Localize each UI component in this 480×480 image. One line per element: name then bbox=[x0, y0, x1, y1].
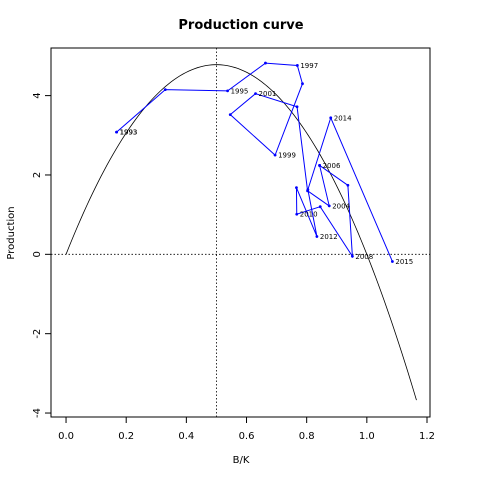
point-label: 2010 bbox=[300, 211, 318, 219]
data-point bbox=[318, 205, 322, 209]
x-tick-label: 0.4 bbox=[178, 431, 194, 442]
y-axis-label: Production bbox=[6, 206, 17, 259]
y-tick-label: 2 bbox=[32, 172, 43, 178]
data-point bbox=[315, 235, 319, 238]
x-tick-label: 1.0 bbox=[359, 431, 375, 442]
chart-title: Production curve bbox=[178, 18, 303, 33]
point-label: 1995 bbox=[231, 87, 249, 95]
point-labels: 1993199319951997199920012004200620082010… bbox=[120, 62, 414, 266]
point-label: 2015 bbox=[395, 258, 413, 266]
data-point bbox=[295, 212, 299, 216]
data-point bbox=[295, 105, 299, 109]
y-tick-label: -2 bbox=[32, 329, 43, 339]
plot-frame bbox=[50, 47, 431, 418]
y-tick-label: 4 bbox=[32, 92, 43, 98]
data-point bbox=[273, 153, 277, 157]
point-label: 1999 bbox=[278, 152, 296, 160]
series-layer bbox=[115, 61, 394, 263]
x-axis-label: B/K bbox=[233, 455, 250, 466]
x-axis: 0.0 0.2 0.4 0.6 0.8 1.0 1.2 bbox=[58, 416, 435, 442]
data-point bbox=[306, 188, 310, 192]
x-tick-label: 0.8 bbox=[299, 431, 315, 442]
data-point bbox=[163, 88, 167, 92]
point-label: 2012 bbox=[320, 233, 338, 241]
x-tick-label: 0.6 bbox=[239, 431, 255, 442]
data-point bbox=[295, 64, 299, 67]
data-point bbox=[264, 61, 267, 65]
data-point bbox=[346, 183, 350, 187]
data-point bbox=[318, 164, 322, 167]
point-label: 2014 bbox=[334, 114, 352, 122]
point-label: 2008 bbox=[355, 253, 373, 261]
point-label: 1997 bbox=[300, 62, 318, 70]
data-point bbox=[295, 186, 298, 190]
series-line bbox=[116, 62, 393, 262]
data-point bbox=[327, 204, 331, 208]
data-point bbox=[228, 113, 232, 117]
y-tick-label: -4 bbox=[32, 408, 43, 418]
data-point bbox=[115, 130, 118, 134]
data-point bbox=[329, 116, 333, 120]
data-point bbox=[391, 260, 394, 263]
production-curve bbox=[65, 64, 417, 401]
point-label: 2006 bbox=[323, 162, 341, 170]
point-label: 2004 bbox=[332, 202, 350, 210]
x-tick-label: 1.2 bbox=[419, 431, 435, 442]
data-point bbox=[226, 89, 229, 93]
y-tick-label: 0 bbox=[32, 251, 43, 257]
x-tick-label: 0.0 bbox=[58, 431, 74, 442]
y-axis: -4 -2 0 2 4 bbox=[32, 92, 52, 418]
data-point bbox=[301, 82, 304, 86]
data-point bbox=[254, 92, 257, 96]
reference-lines bbox=[51, 48, 430, 417]
data-point bbox=[350, 254, 354, 258]
point-label: 2001 bbox=[259, 90, 277, 98]
x-tick-label: 0.2 bbox=[118, 431, 134, 442]
point-label: 1993 bbox=[120, 129, 138, 137]
point-label: 1993 bbox=[120, 129, 138, 137]
